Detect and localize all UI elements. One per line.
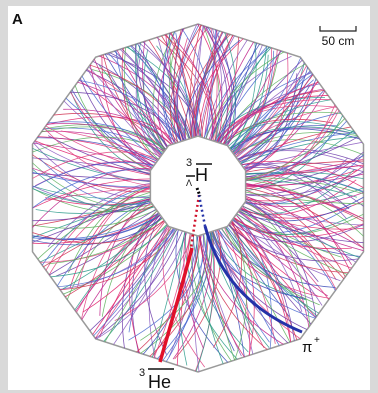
inner-detector [150, 136, 245, 236]
panel-label: A [12, 11, 23, 28]
pion-symbol: π [302, 339, 312, 356]
scale-label: 50 cm [322, 34, 355, 48]
figure-panel: A 50 cm 3 H Λ 3 He π + [0, 0, 378, 393]
subscript: Λ [186, 178, 192, 188]
symbol: He [148, 372, 171, 392]
mass-number: 3 [139, 367, 145, 379]
mass-number: 3 [186, 157, 192, 169]
pion-charge: + [314, 335, 320, 346]
symbol: H [195, 165, 208, 185]
